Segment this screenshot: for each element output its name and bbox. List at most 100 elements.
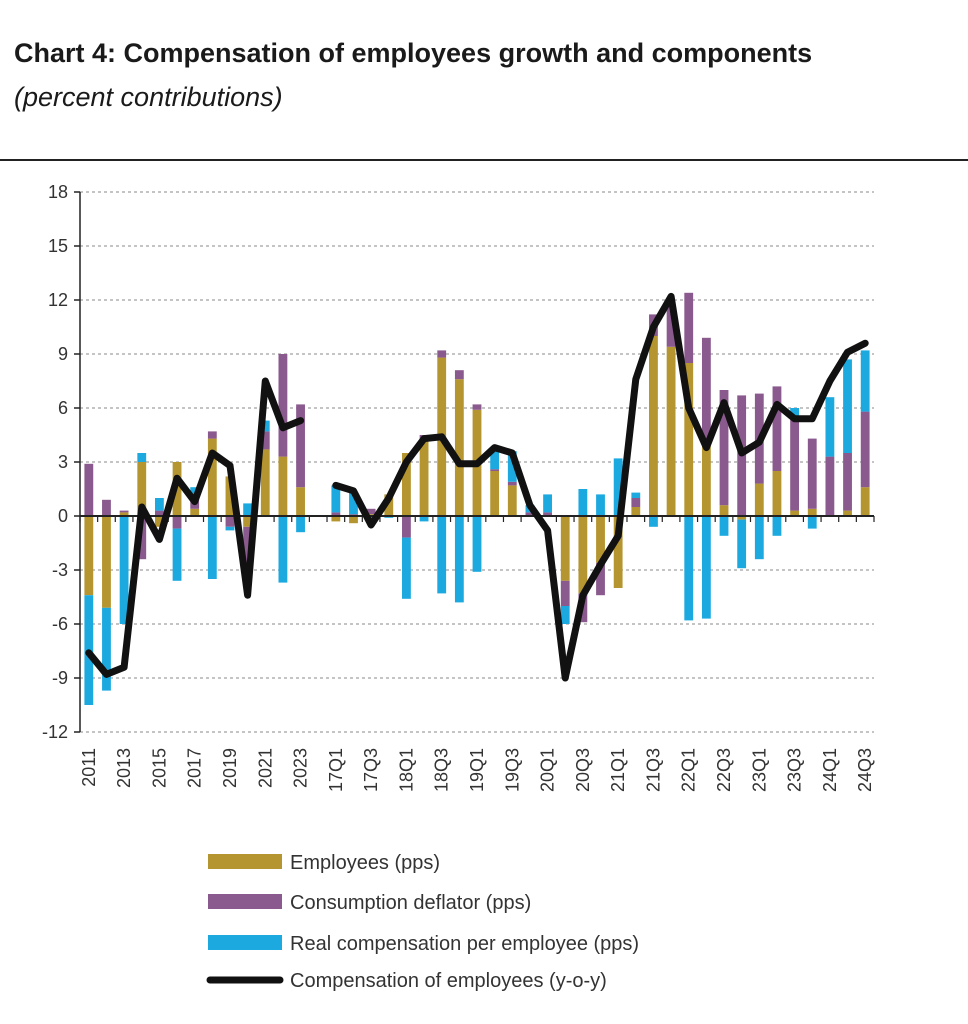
header-divider	[0, 159, 968, 161]
bar-segment	[772, 471, 782, 516]
bar-segment	[331, 485, 341, 513]
x-tick-label: 24Q1	[820, 748, 840, 792]
bar-segment	[560, 516, 570, 581]
legend-swatch	[208, 935, 282, 950]
y-tick-label: -3	[52, 560, 68, 580]
x-tick-label: 24Q3	[855, 748, 875, 792]
bar-segment	[560, 580, 570, 606]
bar-segment	[154, 516, 164, 527]
bar-segment	[666, 303, 676, 347]
bar-segment	[454, 516, 464, 603]
bar-segment	[666, 346, 676, 516]
bar-segment	[807, 438, 817, 509]
x-tick-label: 23Q3	[785, 748, 805, 792]
bar-segment	[384, 494, 394, 516]
bar-segment	[701, 438, 711, 516]
bar-segment	[331, 512, 341, 516]
x-tick-label: 19Q3	[502, 748, 522, 792]
bar-segment	[437, 516, 447, 594]
x-tick-label: 17Q1	[326, 748, 346, 792]
bar-segment	[243, 503, 253, 516]
chart-subtitle: (percent contributions)	[14, 82, 283, 112]
bar-segment	[278, 456, 288, 516]
bar-segment	[207, 431, 217, 439]
chart-title: Chart 4: Compensation of employees growt…	[14, 38, 813, 68]
x-tick-labels: 2011 2013 2015 2017 2019 2021 2023 17Q1 17Q3 18Q1…	[79, 748, 875, 792]
bar-segment	[684, 363, 694, 516]
bar-segment	[402, 453, 411, 516]
bar-segment	[349, 492, 358, 515]
bar-segment	[225, 516, 235, 527]
bar-segment	[402, 516, 411, 538]
x-tick-label: 2015	[149, 748, 169, 788]
legend-label: Compensation of employees (y-o-y)	[290, 970, 607, 992]
x-tick-label: 20Q1	[538, 748, 558, 792]
x-tick-label: 20Q3	[573, 748, 593, 792]
y-tick-labels: 18 15 12 9 6 3 0 -3 -6 -9 -12	[42, 182, 68, 742]
y-tick-label: 12	[48, 290, 68, 310]
bar-segment	[260, 431, 270, 450]
x-tick-label: 18Q1	[396, 748, 416, 792]
bar-segment	[772, 516, 782, 536]
bar-segment	[843, 359, 852, 453]
bar-segment	[260, 449, 270, 516]
bar-segment	[843, 453, 852, 511]
legend-swatch	[208, 854, 282, 869]
bar-segment	[843, 510, 852, 516]
bar-segment	[84, 516, 94, 596]
bar-segment	[278, 354, 288, 457]
bar-segment	[243, 516, 253, 527]
bar-segment	[684, 292, 694, 363]
series-line	[85, 292, 869, 682]
bar-segment	[649, 516, 658, 527]
bars	[84, 292, 870, 705]
bar-segment	[560, 606, 570, 624]
bar-segment	[207, 516, 217, 579]
bar-segment	[525, 512, 535, 516]
bar-segment	[172, 528, 182, 581]
bar-segment	[225, 526, 235, 531]
bar-segment	[490, 471, 500, 516]
bar-segment	[296, 516, 305, 533]
bar-segment	[507, 485, 517, 516]
bar-segment	[102, 499, 111, 516]
bar-segment	[701, 516, 711, 619]
bar-segment	[137, 462, 147, 516]
bar-segment	[490, 469, 500, 471]
y-tick-label: 0	[58, 506, 68, 526]
bar-segment	[684, 516, 694, 621]
bar-segment	[701, 337, 711, 439]
legend-label: Consumption deflator (pps)	[290, 892, 531, 914]
x-tick-label: 21Q1	[608, 748, 628, 792]
y-tick-label: 3	[58, 452, 68, 472]
axes	[74, 191, 875, 733]
bar-segment	[119, 510, 129, 513]
bar-segment	[419, 516, 429, 522]
bar-segment	[613, 516, 623, 588]
bar-segment	[649, 336, 658, 516]
bar-segment	[454, 370, 464, 380]
bar-segment	[631, 498, 641, 507]
x-tick-label: 17Q3	[361, 748, 381, 792]
bar-segment	[790, 510, 800, 516]
bar-segment	[472, 516, 482, 572]
x-tick-label: 2011	[79, 748, 99, 787]
bar-segment	[507, 451, 517, 482]
y-tick-label: -9	[52, 668, 68, 688]
bar-segment	[737, 516, 747, 520]
x-tick-label: 18Q3	[432, 748, 452, 792]
bar-segment	[631, 507, 641, 516]
bar-segment	[119, 512, 129, 516]
bar-segment	[754, 516, 764, 560]
bar-segment	[860, 411, 870, 488]
bar-segment	[402, 537, 411, 599]
bar-segment	[419, 440, 429, 516]
bar-segment	[543, 494, 552, 513]
bar-segment	[719, 516, 729, 536]
y-tick-label: 15	[48, 236, 68, 256]
bar-segment	[578, 516, 588, 594]
bar-segment	[490, 451, 500, 470]
legend-swatch	[208, 894, 282, 909]
legend: Employees (pps) Consumption deflator (pps…	[206, 852, 639, 992]
bar-segment	[790, 408, 800, 417]
